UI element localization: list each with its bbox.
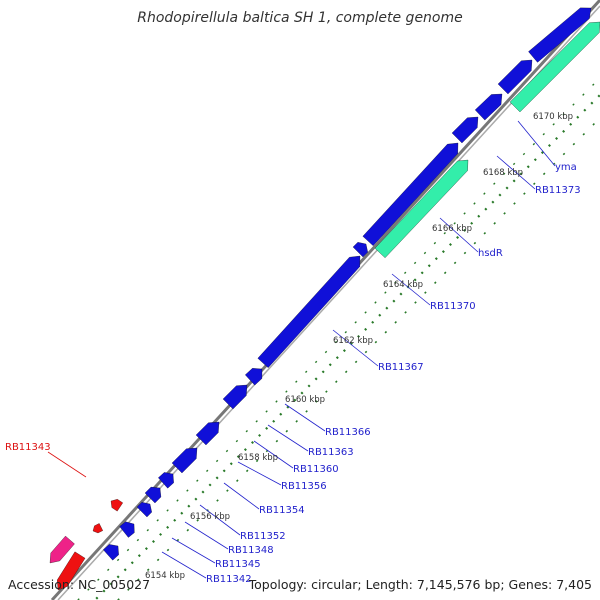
gene-label: RB11366 [325,427,371,438]
gene-block-11 [352,242,368,258]
gene-label: RB11373 [535,185,581,196]
label-leader [161,551,207,579]
gene-block-9 [245,368,263,386]
genome-summary-text: Topology: circular; Length: 7,145,576 bp… [248,577,592,592]
backbone-inner [57,5,600,600]
gene-block-6 [171,447,198,474]
gene-label: yma [555,162,577,173]
label-leader [284,403,326,432]
gene-block-2 [119,521,135,538]
reverse-gene-red [57,551,86,591]
rna-gene-yma [509,21,600,113]
gene-block-7 [195,421,220,446]
tick-row [77,77,600,600]
gene-label: RB11363 [308,447,354,458]
scale-label: 6166 kbp [432,224,472,234]
gene-label: RB11367 [378,362,424,373]
gene-block-15 [497,59,533,95]
label-leader [47,451,87,478]
gene-label: RB11352 [240,531,286,542]
label-leader [171,537,216,564]
scale-labels: 6154 kbp 6156 kbp 6158 kbp 6160 kbp 6162 kbp… [145,112,573,581]
scale-label: 6154 kbp [145,571,185,581]
rna-gene-hsdR [374,159,469,259]
gene-block-16 [528,7,592,63]
label-leader [253,440,294,469]
reverse-gene-RB11343 [110,499,123,512]
gene-block-8 [222,384,248,410]
scale-label: 6158 kbp [238,453,278,463]
gene-block-14 [474,93,503,121]
gene-label: RB11348 [228,545,274,556]
label-leader [496,155,536,190]
label-leader [223,482,260,510]
scale-label: 6168 kbp [483,168,523,178]
scale-ticks [77,77,600,600]
gene-label: hsdR [478,248,503,259]
map-title: Rhodopirellula baltica SH 1, complete ge… [137,10,463,26]
gene-block-4 [144,486,162,504]
scale-label: 6162 kbp [333,336,373,346]
gene-label: RB11354 [259,505,305,516]
gene-block-5 [158,472,174,489]
label-leader [237,461,282,486]
label-leader [439,217,479,253]
gene-label: RB11370 [430,301,476,312]
label-leader [199,504,241,536]
gene-label: RB11343 [5,442,51,453]
gene-block-1 [103,544,119,561]
scale-label: 6164 kbp [383,280,423,290]
label-leader [267,424,309,452]
gene-labels: RB11342 RB11345 RB11348 RB11352 RB11354 RB113… [5,120,581,585]
gene-block-3 [136,502,152,518]
reverse-gene-small [92,523,103,534]
reverse-gene-pink [49,535,75,564]
scale-label: 6156 kbp [190,512,230,522]
gene-block-10 [257,255,361,368]
gene-label: RB11360 [293,464,339,475]
gene-block-12 [362,142,459,246]
scale-label: 6170 kbp [533,112,573,122]
label-leader [391,273,431,306]
gene-label: RB11342 [206,574,252,585]
accession-text: Accession: NC_005027 [8,577,151,592]
label-leader [517,120,556,167]
label-leader [332,329,379,367]
gene-label: RB11356 [281,481,327,492]
gene-track [49,7,600,591]
label-leader [184,521,229,550]
gene-block-13 [451,116,479,144]
gene-label: RB11345 [215,559,261,570]
tick-row [116,116,600,600]
scale-label: 6160 kbp [285,395,325,405]
